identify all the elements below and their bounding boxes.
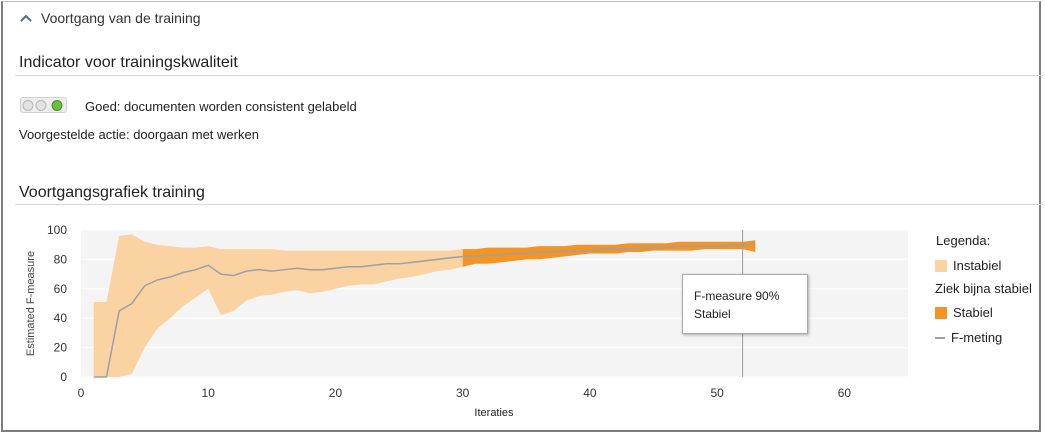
suggested-action: Voorgestelde actie: doorgaan met werken	[19, 127, 259, 142]
collapse-toggle[interactable]: Voortgang van de training	[19, 10, 201, 26]
y-tick-label: 80	[54, 252, 68, 266]
legend-item-unstable: Instabiel	[935, 258, 1001, 273]
legend-label: Instabiel	[953, 258, 1002, 273]
quality-title: Indicator voor trainingskwaliteit	[19, 54, 238, 71]
x-tick-label: 30	[456, 386, 470, 400]
legend-item-f-measure: F-meting	[935, 330, 1002, 345]
legend-item-stable: Stabiel	[935, 305, 993, 320]
y-tick-label: 60	[54, 282, 68, 296]
x-tick-label: 20	[329, 386, 343, 400]
progress-title: Voortgangsgrafiek training	[19, 184, 205, 201]
collapse-label: Voortgang van de training	[41, 10, 201, 26]
x-tick-label: 50	[710, 386, 724, 400]
chart-tooltip: F-measure 90% Stabiel	[682, 274, 808, 334]
line-swatch-icon	[935, 336, 945, 339]
divider	[15, 204, 1043, 205]
legend-title: Legenda:	[936, 233, 991, 248]
y-tick-label: 20	[54, 341, 68, 355]
x-tick-label: 40	[583, 386, 597, 400]
traffic-light-indicator	[20, 97, 67, 113]
tooltip-status: Stabiel	[694, 307, 731, 321]
unstable-swatch-icon	[935, 259, 947, 272]
tooltip-value: F-measure 90%	[694, 289, 780, 303]
chevron-up-icon	[20, 14, 32, 22]
y-tick-label: 40	[54, 311, 68, 325]
x-axis-label: Iteraties	[474, 407, 514, 419]
y-tick-label: 100	[47, 223, 67, 237]
traffic-light-icon	[22, 100, 63, 111]
divider	[15, 75, 1043, 76]
unstable-band	[93, 234, 463, 377]
y-tick-label: 0	[60, 370, 67, 384]
legend-item-almost-stable: Ziek bijna stabiel	[935, 281, 1032, 296]
x-tick-label: 60	[838, 386, 852, 400]
legend-label: F-meting	[951, 330, 1003, 345]
quality-status: Goed: documenten worden consistent gelab…	[85, 99, 357, 114]
stable-swatch-icon	[935, 306, 947, 319]
legend-label: Stabiel	[953, 305, 993, 320]
x-tick-label: 0	[78, 386, 85, 400]
legend-label: Ziek bijna stabiel	[935, 281, 1032, 296]
y-axis-label: Estimated F-measure	[25, 251, 37, 356]
f-measure-line	[93, 242, 756, 378]
x-tick-label: 10	[202, 386, 216, 400]
